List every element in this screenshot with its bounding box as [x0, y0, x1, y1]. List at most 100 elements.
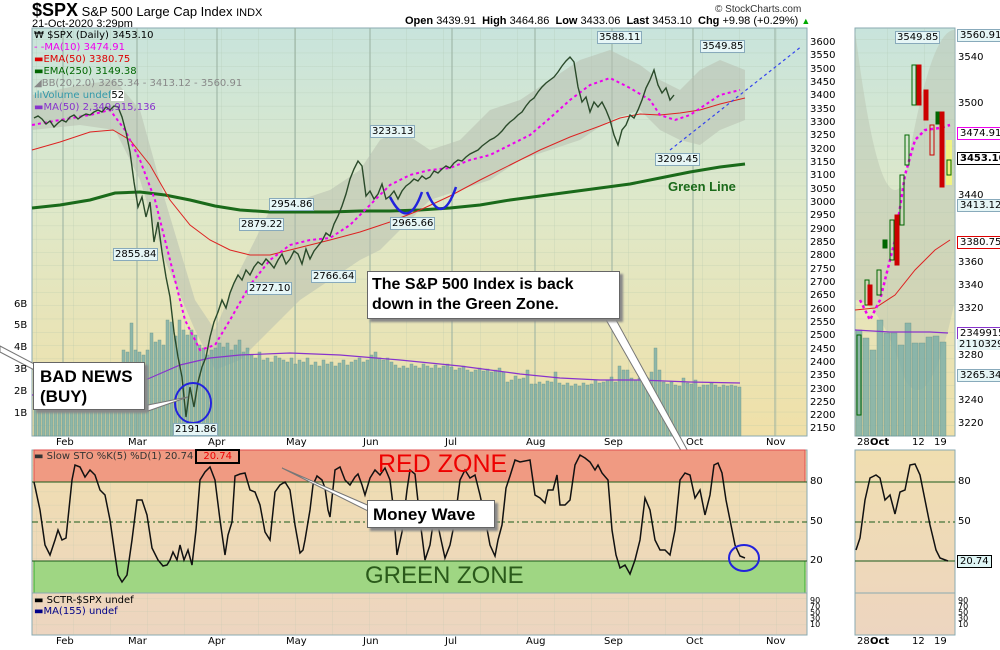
chg-value: +9.98 (+0.29%)	[722, 15, 799, 27]
legend-ema50-text: EMA(50) 3380.75	[43, 54, 131, 65]
ytick: 3450	[810, 77, 836, 88]
legend-bb: ◢BB(20,2.0) 3265.34 - 3413.12 - 3560.91	[34, 78, 243, 89]
tag-3549: 3549.85	[700, 40, 746, 53]
sto-circle	[728, 544, 760, 572]
ytick: 3340	[958, 280, 984, 291]
sctr-tick: 90	[810, 596, 821, 605]
ytick: 3050	[810, 184, 836, 195]
ytick: 80	[958, 476, 971, 487]
tag-2191: 2191.86	[173, 423, 219, 436]
xtick: Jun	[363, 437, 379, 448]
ytick: 2950	[810, 210, 836, 221]
ytick: 2B	[14, 386, 28, 397]
up-triangle-icon: ▲	[801, 16, 811, 26]
ytick: 3150	[810, 157, 836, 168]
bad-news-line1: BAD NEWS	[40, 367, 133, 386]
ytick: 2900	[810, 224, 836, 235]
high-label: High	[482, 15, 507, 27]
ytick: 2200	[810, 410, 836, 421]
legend-ema50: ▬EMA(50) 3380.75	[34, 54, 131, 65]
sctr-legend-text: SCTR-$SPX undef	[46, 595, 134, 606]
zoom-sctr-ticks: 90 70 50 30 10	[958, 597, 969, 629]
xtick: May	[286, 636, 307, 647]
xtick: Oct	[870, 636, 890, 647]
tag-2766: 2766.64	[311, 270, 357, 283]
xtick: 12	[912, 636, 925, 647]
green-zone-msg-line1: The S&P 500 Index is back	[372, 276, 574, 293]
ytick: 3220	[958, 418, 984, 429]
ytick: 50	[810, 516, 823, 527]
green-zone-band	[33, 560, 806, 594]
xtick: Aug	[526, 437, 546, 448]
ytick: 3320	[958, 303, 984, 314]
sctr-tick: 10	[958, 620, 969, 629]
legend-volume: ılıVolume undef52	[34, 90, 125, 101]
xtick: Mar	[128, 636, 147, 647]
xtick: Nov	[766, 636, 786, 647]
exchange: INDX	[236, 7, 263, 19]
zoom-stoch-value-tag: 20.74	[957, 555, 992, 568]
ytick: 20	[810, 555, 823, 566]
sctr-tick: 50	[958, 608, 969, 617]
ytick: 3540	[958, 52, 984, 63]
tag-2954: 2954.86	[269, 198, 315, 211]
sctr-ma-line: ▬MA(155) undef	[34, 606, 118, 617]
cup-shape-1	[388, 191, 424, 215]
ytick: 3100	[810, 170, 836, 181]
ytick: 3350	[810, 104, 836, 115]
legend-price: ₩ $SPX (Daily) 3453.10	[34, 30, 242, 42]
ytick: 2800	[810, 250, 836, 261]
sctr-tick: 10	[810, 620, 821, 629]
zoom-tag-volume: 2110329	[957, 339, 1000, 350]
open-value: 3439.91	[436, 15, 476, 27]
tag-2855: 2855.84	[113, 248, 159, 261]
ema50-line	[31, 97, 746, 256]
sctr-ticks: 90 70 50 30 10	[810, 596, 821, 629]
copyright: © StockCharts.com	[715, 4, 802, 15]
stoch-legend-text: Slow STO %K(5) %D(1) 20.74	[46, 451, 194, 462]
xtick: Mar	[128, 437, 147, 448]
xtick: Oct	[686, 636, 704, 647]
xtick: 12	[912, 437, 925, 448]
tag-3588: 3588.11	[597, 31, 643, 44]
ytick: 5B	[14, 320, 28, 331]
ytick: 3200	[810, 144, 836, 155]
ytick: 2500	[810, 330, 836, 341]
zoom-tag-bb-upper: 3560.91	[957, 29, 1000, 42]
xtick: Feb	[56, 437, 74, 448]
sctr-tick: 70	[810, 602, 821, 611]
xtick: 19	[934, 437, 947, 448]
xtick: Apr	[208, 636, 226, 647]
sctr-tick: 50	[810, 608, 821, 617]
zoom-tag-last: 3453.10	[957, 152, 1000, 165]
ytick: 3280	[958, 350, 984, 361]
green-zone-label: GREEN ZONE	[365, 562, 524, 589]
zoom-tag-ma10: 3474.91	[957, 127, 1000, 140]
legend-ma10: - -MA(10) 3474.91	[34, 42, 125, 53]
ytick: 2300	[810, 384, 836, 395]
ytick: 2550	[810, 317, 836, 328]
legend-vol-ma: ▬MA(50) 2,349,915,136	[34, 102, 156, 113]
xtick: 19	[934, 636, 947, 647]
candle-icon: ₩	[34, 30, 48, 41]
ytick: 2700	[810, 277, 836, 288]
xtick: 28	[857, 636, 870, 647]
zoom-tag-bb-lower: 3265.34	[957, 369, 1000, 382]
ytick: 2250	[810, 397, 836, 408]
last-value: 3453.10	[652, 15, 692, 27]
ytick: 3240	[958, 395, 984, 406]
xtick: 28	[857, 437, 870, 448]
ytick: 2400	[810, 357, 836, 368]
index-name: S&P 500 Large Cap Index	[81, 4, 233, 19]
ytick: 2350	[810, 370, 836, 381]
ytick: 2850	[810, 237, 836, 248]
trendline	[669, 45, 803, 151]
legend-ema250-text: EMA(250) 3149.38	[43, 66, 137, 77]
green-zone-callout: The S&P 500 Index is back down in the Gr…	[367, 271, 620, 319]
red-zone-band	[33, 449, 806, 483]
tag-2727: 2727.10	[247, 282, 293, 295]
zoom-tag-ema50: 3380.75	[957, 236, 1000, 249]
xtick: Feb	[56, 636, 74, 647]
xtick: May	[286, 437, 307, 448]
bad-news-pointer-2	[147, 396, 189, 412]
